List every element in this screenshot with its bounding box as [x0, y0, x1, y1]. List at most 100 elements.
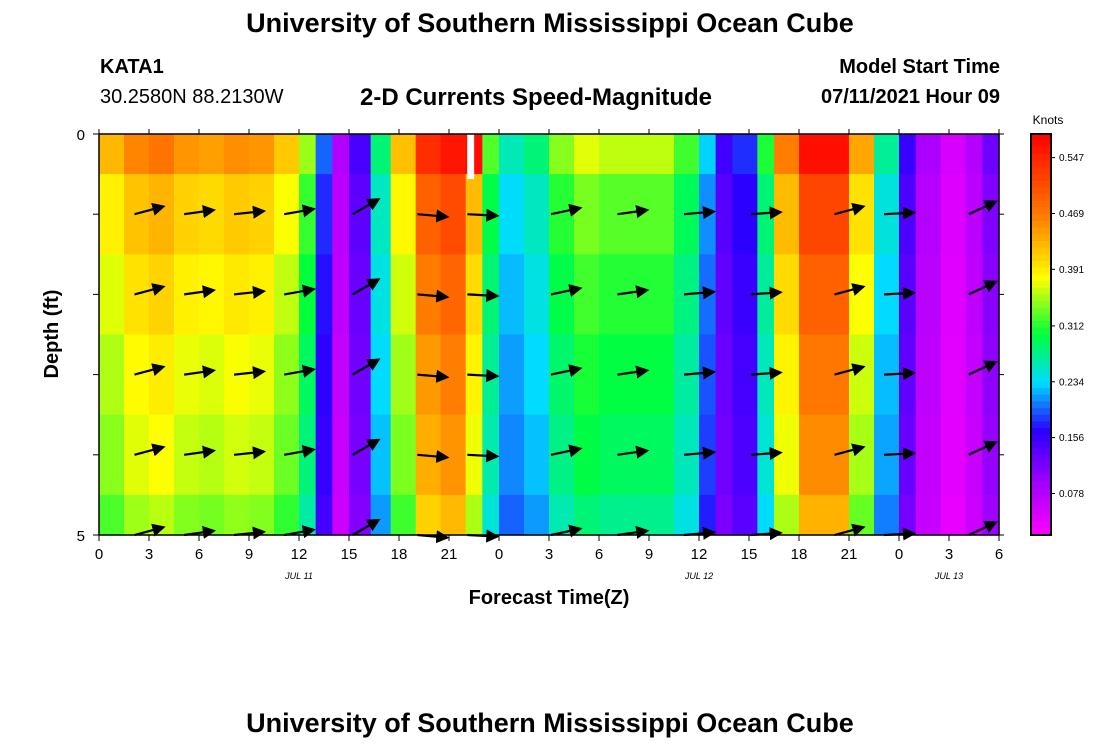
heatmap-cell [849, 254, 875, 336]
x-axis: 0 3 6 9 12 15 18 21 0 3 6 9 12 15 18 21 0 3 6 JUL 11 JUL 12 J… [95, 129, 1003, 581]
current-vector-arrow [550, 524, 583, 538]
colorbar-swatch [1031, 180, 1051, 189]
x-tick-label: 0 [895, 546, 903, 563]
x-tick-label: 3 [545, 546, 553, 563]
current-vector-arrow [834, 443, 866, 457]
heatmap-cells [99, 134, 1000, 536]
colorbar-swatch [1031, 227, 1051, 235]
x-tick-label: 12 [691, 546, 708, 563]
heatmap-cell [757, 174, 775, 255]
colorbar-swatch [1031, 414, 1051, 422]
current-vector-arrow [883, 367, 917, 381]
colorbar-swatch [1031, 434, 1051, 443]
heatmap-cell [965, 174, 983, 255]
heatmap-cell [274, 134, 300, 175]
heatmap-cell [370, 134, 392, 175]
colorbar-swatch [1031, 334, 1051, 342]
colorbar-swatch [1031, 240, 1051, 249]
heatmap-cell [715, 334, 733, 416]
colorbar-swatch [1031, 214, 1051, 222]
chart-title: 2-D Currents Speed-Magnitude [360, 84, 713, 111]
x-tick-label: 6 [195, 546, 203, 563]
colorbar-swatch [1031, 488, 1051, 496]
heatmap-cell [299, 414, 317, 496]
heatmap-cell [524, 414, 550, 496]
colorbar-swatch [1031, 220, 1051, 229]
colorbar-swatch [1031, 134, 1051, 142]
heatmap-cell [699, 254, 717, 336]
colorbar-swatch [1031, 381, 1051, 389]
heatmap-cell [390, 254, 417, 336]
heatmap-cell [915, 414, 942, 496]
heatmap-cell [415, 134, 442, 175]
heatmap-cell [624, 254, 650, 336]
colorbar-tick-label: 0.234 [1059, 377, 1084, 388]
heatmap-cell [315, 494, 333, 536]
heatmap-cell [757, 254, 775, 336]
colorbar-swatch [1031, 454, 1051, 463]
heatmap-cell [390, 174, 417, 255]
heatmap-cell [699, 134, 717, 175]
heatmap-cell [440, 414, 467, 496]
current-vector-arrow [968, 360, 998, 376]
heatmap-cell [982, 254, 1000, 336]
heatmap-cell [315, 134, 333, 175]
current-vector-arrow [750, 446, 783, 461]
colorbar-swatch [1031, 267, 1051, 275]
heatmap-cell [599, 134, 625, 175]
colorbar-swatch [1031, 294, 1051, 302]
colorbar-swatch [1031, 394, 1051, 402]
colorbar-swatch [1031, 408, 1051, 416]
heatmap-cell [849, 414, 875, 496]
current-vector-arrow [883, 206, 917, 220]
heatmap-cell [715, 174, 733, 255]
current-vector-arrow [417, 449, 450, 464]
heatmap-cell [390, 134, 417, 175]
heatmap-cell [624, 134, 650, 175]
heatmap-cell [715, 254, 733, 336]
colorbar-swatch [1031, 187, 1051, 195]
heatmap-cell [149, 414, 175, 496]
current-vector-arrow [233, 205, 267, 219]
heatmap-cell [349, 254, 372, 336]
colorbar-tick-label: 0.312 [1059, 321, 1084, 332]
heatmap-cell [390, 414, 417, 496]
current-vectors [134, 198, 998, 544]
colorbar-swatch [1031, 367, 1051, 376]
heatmap-cell [649, 494, 675, 536]
heatmap-cell [624, 414, 650, 496]
colorbar-frame [1030, 133, 1052, 536]
heatmap-cell [849, 174, 875, 255]
heatmap-cell [799, 254, 825, 336]
colorbar-swatch [1031, 154, 1051, 162]
heatmap-cell [849, 334, 875, 416]
current-vector-arrow [617, 285, 650, 299]
heatmap-cell [440, 334, 467, 416]
current-vector-arrow [183, 445, 217, 459]
heatmap-cell [249, 334, 275, 416]
missing-data-marker [467, 134, 475, 180]
heatmap-cell [940, 254, 967, 336]
heatmap-cell [624, 494, 650, 536]
colorbar-swatch [1031, 167, 1051, 175]
current-vector-arrow [834, 283, 866, 296]
colorbar-swatch [1031, 354, 1051, 362]
model-start-value: 07/11/2021 Hour 09 [820, 86, 1000, 108]
colorbar-swatch [1031, 474, 1051, 483]
heatmap-cell [174, 494, 200, 536]
heatmap-cell [332, 334, 350, 416]
colorbar-swatch [1031, 140, 1051, 148]
date-label: JUL 11 [284, 571, 313, 581]
current-vector-arrow [284, 364, 316, 378]
heatmap-cell [524, 254, 550, 336]
heatmap-cell [757, 134, 775, 175]
heatmap-cell [149, 134, 175, 175]
heatmap-cell [549, 494, 575, 536]
x-tick-label: 12 [291, 546, 308, 563]
heatmap-cell [224, 134, 250, 175]
heatmap-cell [249, 134, 275, 175]
heatmap-cell [824, 494, 850, 536]
colorbar-swatch [1031, 441, 1051, 449]
heatmap-cell [624, 174, 650, 255]
